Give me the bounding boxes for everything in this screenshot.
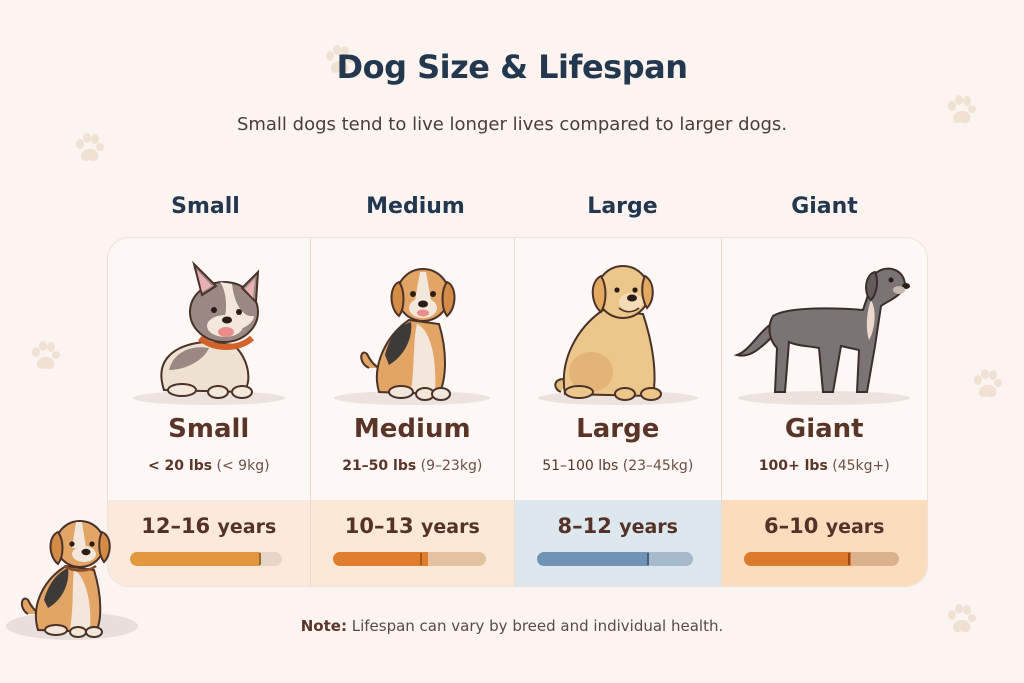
footer-note: Note: Lifespan can vary by breed and ind… <box>0 617 1024 635</box>
size-column-small: Small < 20 lbs (< 9kg) 12–16 years <box>108 238 311 586</box>
lifespan-bar-marker <box>647 553 650 565</box>
beagle-puppy-icon <box>6 520 138 640</box>
lifespan-unit: years <box>825 516 885 538</box>
weight-kg: (45kg+) <box>832 458 890 474</box>
size-column-medium: Medium 21–50 lbs (9–23kg) 10–13 years <box>310 238 515 586</box>
weight-lbs: 100+ lbs <box>758 458 828 474</box>
note-text: Lifespan can vary by breed and individua… <box>346 617 724 635</box>
paw-print-icon <box>974 369 1002 398</box>
lifespan-range: 6–10 <box>764 514 819 538</box>
size-name: Giant <box>784 414 864 444</box>
page-title: Dog Size & Lifespan <box>336 48 688 86</box>
lifespan-value: 8–12 years <box>515 514 721 538</box>
lifespan-bar-marker <box>419 553 422 565</box>
paw-print-icon <box>948 95 976 124</box>
lifespan-section: 6–10 years <box>721 500 928 586</box>
lifespan-bar-fill <box>332 552 428 566</box>
paw-print-icon <box>948 604 976 633</box>
size-name: Small <box>168 414 250 444</box>
weight-lbs: < 20 lbs <box>147 458 213 474</box>
weight-lbs: 51–100 lbs <box>542 458 619 474</box>
weight-range: 21–50 lbs (9–23kg) <box>311 458 515 474</box>
lifespan-bar <box>743 552 899 566</box>
lifespan-value: 6–10 years <box>722 514 928 538</box>
column-heading-large: Large <box>587 194 658 219</box>
weight-range: 51–100 lbs (23–45kg) <box>515 458 721 474</box>
lifespan-bar <box>332 552 486 566</box>
column-heading-medium: Medium <box>366 194 465 219</box>
size-comparison-card: Small < 20 lbs (< 9kg) 12–16 years <box>107 237 928 587</box>
lifespan-unit: years <box>619 516 678 538</box>
lifespan-unit: years <box>217 516 277 538</box>
golden-retriever-icon <box>537 265 698 405</box>
lifespan-bar-fill <box>130 552 261 566</box>
great-dane-icon <box>733 267 911 405</box>
lifespan-bar <box>537 552 693 566</box>
weight-range: < 20 lbs (< 9kg) <box>108 458 310 474</box>
size-name: Large <box>576 414 660 444</box>
lifespan-bar-fill <box>537 552 649 566</box>
paw-print-icon <box>32 341 60 370</box>
column-heading-small: Small <box>171 194 240 219</box>
lifespan-range: 12–16 <box>141 514 211 538</box>
note-label: Note: <box>300 617 347 635</box>
size-column-large: Large 51–100 lbs (23–45kg) 8–12 years <box>515 238 722 586</box>
weight-kg: (< 9kg) <box>216 458 270 474</box>
weight-kg: (9–23kg) <box>420 458 483 474</box>
lifespan-section: 8–12 years <box>515 500 721 586</box>
lifespan-bar <box>130 552 282 566</box>
lifespan-section: 12–16 years <box>108 500 310 586</box>
paw-print-icon <box>326 45 354 74</box>
weight-kg: (23–45kg) <box>622 458 694 474</box>
size-column-giant: Giant 100+ lbs (45kg+) 6–10 years <box>721 238 928 586</box>
paw-print-icon <box>76 133 104 162</box>
lifespan-bar-marker <box>847 553 850 565</box>
weight-range: 100+ lbs (45kg+) <box>722 458 928 474</box>
lifespan-bar-fill <box>743 552 851 566</box>
lifespan-bar-marker <box>258 553 261 565</box>
lifespan-value: 10–13 years <box>311 514 515 538</box>
lifespan-range: 10–13 <box>344 514 414 538</box>
lifespan-unit: years <box>420 516 480 538</box>
lifespan-section: 10–13 years <box>310 500 515 586</box>
page-subtitle: Small dogs tend to live longer lives com… <box>236 114 788 135</box>
weight-lbs: 21–50 lbs <box>342 458 417 474</box>
french-bulldog-icon <box>132 260 285 405</box>
lifespan-range: 8–12 <box>557 514 612 538</box>
lifespan-value: 12–16 years <box>108 514 310 538</box>
column-heading-giant: Giant <box>791 194 858 219</box>
beagle-icon <box>334 268 491 405</box>
size-name: Medium <box>353 414 471 444</box>
